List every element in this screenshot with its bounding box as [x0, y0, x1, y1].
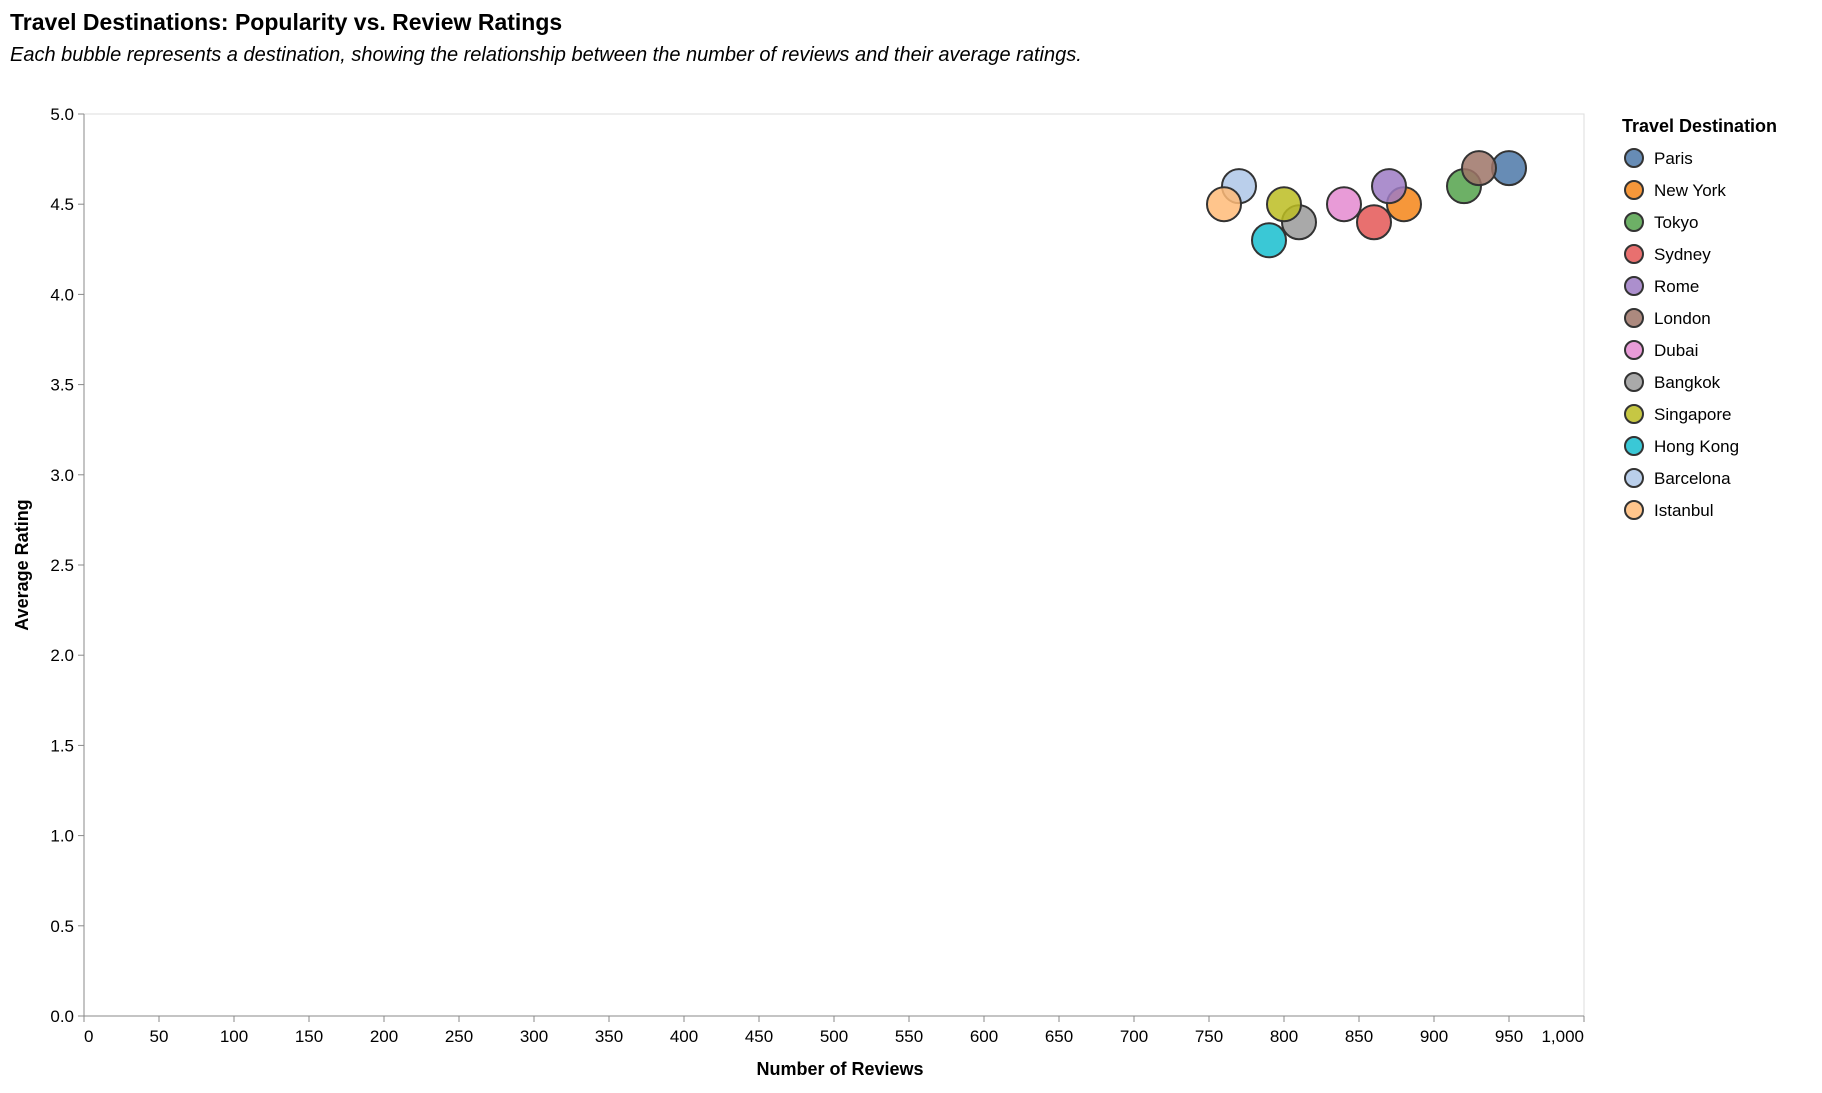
point-istanbul[interactable] [1206, 186, 1242, 223]
legend-symbol [1624, 212, 1644, 232]
legend-label: Hong Kong [1654, 437, 1739, 456]
y-tick-label: 4.5 [50, 195, 74, 214]
legend-label: Tokyo [1654, 213, 1698, 232]
y-axis-title: Average Rating [12, 499, 32, 630]
x-tick-label: 850 [1345, 1027, 1373, 1046]
y-tick-label: 1.0 [50, 827, 74, 846]
legend-label: Paris [1654, 149, 1693, 168]
point-sydney[interactable] [1356, 204, 1392, 241]
legend: Travel Destination Paris New York Tokyo Syd… [1622, 116, 1777, 520]
x-tick-label: 750 [1195, 1027, 1223, 1046]
legend-symbol [1624, 244, 1644, 264]
x-tick-label: 900 [1420, 1027, 1448, 1046]
x-tick-label: 150 [295, 1027, 323, 1046]
point-london[interactable] [1461, 150, 1497, 187]
legend-label: Sydney [1654, 245, 1711, 264]
y-tick-label: 3.0 [50, 466, 74, 485]
legend-label: Barcelona [1654, 469, 1731, 488]
legend-symbol [1624, 340, 1644, 360]
legend-label: London [1654, 309, 1711, 328]
legend-label: New York [1654, 181, 1726, 200]
legend-symbol [1624, 372, 1644, 392]
x-tick-label: 0 [84, 1027, 93, 1046]
legend-symbol [1624, 468, 1644, 488]
x-tick-label: 700 [1120, 1027, 1148, 1046]
x-axis: 0 50 100 150 200 250 300 350 400 450 500 550 600 650 7… [83, 1015, 1585, 1046]
legend-symbol [1624, 276, 1644, 296]
y-axis: 0.0 0.5 1.0 1.5 2.0 2.5 3.0 3.5 4.0 4.5 5.0 [50, 105, 85, 1026]
legend-label: Singapore [1654, 405, 1732, 424]
legend-label: Rome [1654, 277, 1699, 296]
y-tick-label: 0.0 [50, 1007, 74, 1026]
x-tick-label: 950 [1495, 1027, 1523, 1046]
x-tick-label: 350 [595, 1027, 623, 1046]
x-tick-label: 450 [745, 1027, 773, 1046]
legend-symbol [1624, 308, 1644, 328]
y-tick-label: 1.5 [50, 736, 74, 755]
legend-items: Paris New York Tokyo Sydney Rome London Dubai B… [1624, 148, 1739, 520]
legend-title: Travel Destination [1622, 116, 1777, 136]
chart-title: Travel Destinations: Popularity vs. Revi… [10, 9, 562, 35]
x-tick-label: 800 [1270, 1027, 1298, 1046]
legend-label: Istanbul [1654, 501, 1714, 520]
x-tick-label: 250 [445, 1027, 473, 1046]
point-paris[interactable] [1491, 150, 1527, 187]
y-tick-label: 0.5 [50, 917, 74, 936]
chart-subtitle: Each bubble represents a destination, sh… [10, 44, 1082, 66]
data-points [1206, 150, 1527, 259]
y-tick-label: 2.0 [50, 646, 74, 665]
y-tick-label: 3.5 [50, 376, 74, 395]
x-tick-label: 300 [520, 1027, 548, 1046]
x-tick-label: 1,000 [1541, 1027, 1584, 1046]
legend-symbol [1624, 436, 1644, 456]
legend-symbol [1624, 500, 1644, 520]
y-tick-label: 4.0 [50, 285, 74, 304]
x-tick-label: 400 [670, 1027, 698, 1046]
x-tick-label: 100 [220, 1027, 248, 1046]
legend-symbol [1624, 404, 1644, 424]
plot-area [83, 113, 1585, 1017]
point-hong-kong[interactable] [1251, 222, 1287, 259]
legend-symbol [1624, 148, 1644, 168]
x-tick-label: 200 [370, 1027, 398, 1046]
x-tick-label: 600 [970, 1027, 998, 1046]
point-singapore[interactable] [1266, 186, 1302, 223]
y-tick-label: 2.5 [50, 556, 74, 575]
point-rome[interactable] [1371, 168, 1407, 205]
x-axis-title: Number of Reviews [756, 1059, 923, 1079]
legend-symbol [1624, 180, 1644, 200]
x-tick-label: 50 [150, 1027, 169, 1046]
point-dubai[interactable] [1326, 186, 1362, 223]
legend-label: Bangkok [1654, 373, 1721, 392]
x-tick-label: 500 [820, 1027, 848, 1046]
legend-label: Dubai [1654, 341, 1698, 360]
x-tick-label: 550 [895, 1027, 923, 1046]
y-tick-label: 5.0 [50, 105, 74, 124]
x-tick-label: 650 [1045, 1027, 1073, 1046]
